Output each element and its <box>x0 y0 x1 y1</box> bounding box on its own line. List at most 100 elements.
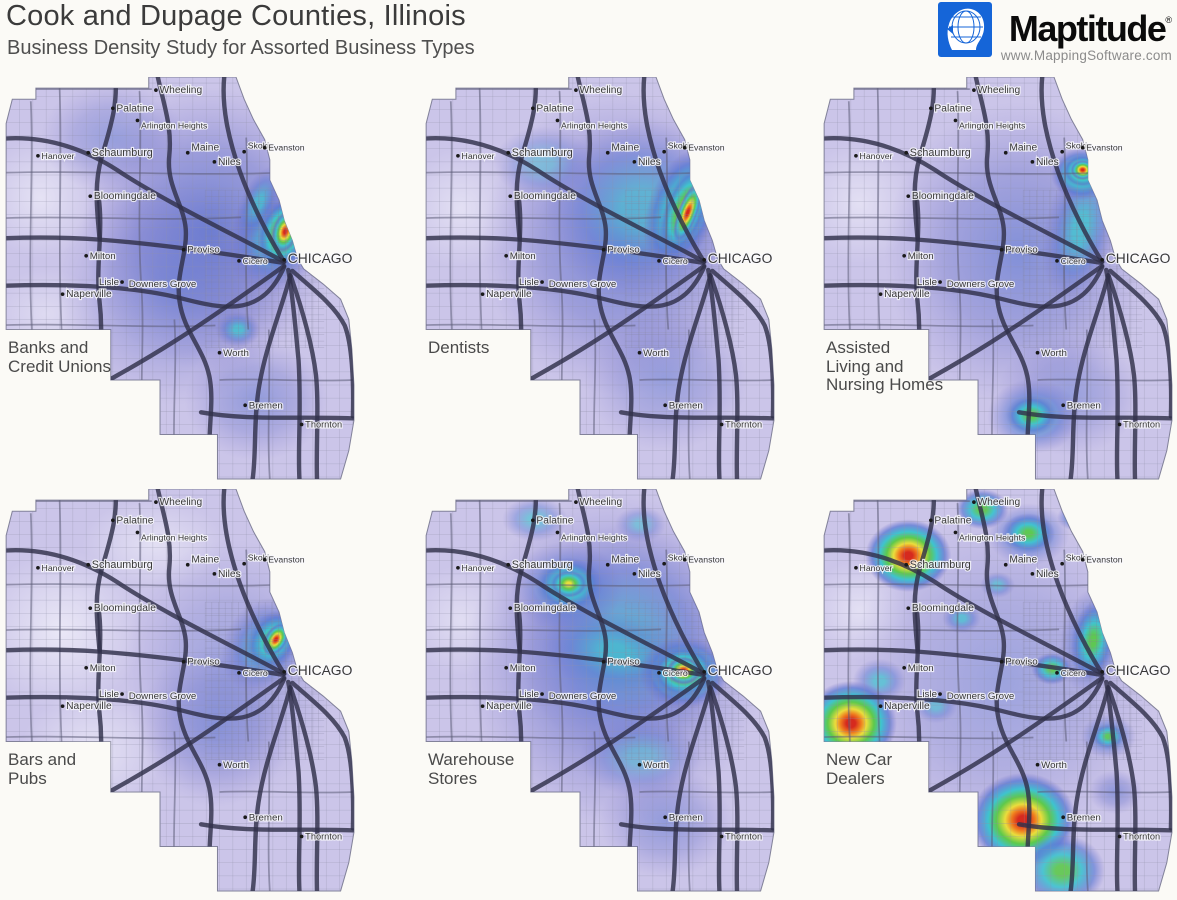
city-label: Naperville <box>66 701 112 712</box>
heatmap-banks-and-credit-unions: Wheeling Palatine Arlington Heights Hanover… <box>5 77 355 480</box>
city-label: Palatine <box>116 103 153 114</box>
city-label: Proviso <box>187 657 219 668</box>
map-label-line: New Car <box>826 750 893 769</box>
city-label: Bremen <box>249 400 283 411</box>
city-label: Cicero <box>243 256 268 266</box>
city-label: Palatine <box>934 103 971 114</box>
city-label: Worth <box>1041 348 1067 359</box>
city-label: Skokie <box>1066 553 1092 563</box>
city-label: Wheeling <box>580 85 623 96</box>
city-label: Schaumburg <box>92 559 153 571</box>
city-label: Naperville <box>66 289 112 300</box>
city-label: Niles <box>218 569 241 580</box>
city-label: CHICAGO <box>1106 251 1171 266</box>
city-label: Schaumburg <box>512 559 573 571</box>
city-label: Niles <box>638 157 661 168</box>
map-label-line: Credit Unions <box>8 356 111 376</box>
city-label: Downers Grove <box>549 691 617 702</box>
city-label: Skokie <box>248 553 274 563</box>
city-label: Skokie <box>248 141 274 151</box>
city-label: Skokie <box>668 553 694 563</box>
city-label: Maine <box>1009 555 1037 566</box>
city-label: Lisle <box>917 689 937 700</box>
city-label: Proviso <box>187 245 219 256</box>
city-label: Bremen <box>669 400 703 411</box>
city-label: Hanover <box>860 563 893 573</box>
city-label: Arlington Heights <box>959 533 1026 543</box>
city-label: Proviso <box>1005 657 1037 668</box>
city-label: Evanston <box>688 555 725 565</box>
heatmap-dentists: Wheeling Palatine Arlington Heights Hanover… <box>425 77 775 480</box>
city-label: Evanston <box>268 555 305 565</box>
city-label: Arlington Heights <box>959 121 1026 131</box>
city-label: Thornton <box>1123 832 1160 842</box>
map-panel-assisted-living-and-nursing-homes: Wheeling Palatine Arlington Heights Hanover… <box>818 77 1175 481</box>
city-label: Worth <box>643 760 669 771</box>
city-label: Hanover <box>42 151 75 161</box>
city-label: Cicero <box>663 256 688 266</box>
city-label: Downers Grove <box>129 279 197 290</box>
map-panel-bars-and-pubs: Wheeling Palatine Arlington Heights Hanover… <box>0 489 357 893</box>
city-label: Downers Grove <box>947 279 1015 290</box>
city-label: Schaumburg <box>910 147 971 159</box>
map-panel-banks-and-credit-unions: Wheeling Palatine Arlington Heights Hanover… <box>0 77 357 481</box>
city-label: Bloomingdale <box>94 191 156 202</box>
city-label: Cicero <box>663 668 688 678</box>
city-label: Milton <box>908 663 934 674</box>
heatmap-new-car-dealers: Wheeling Palatine Arlington Heights Hanover… <box>823 489 1173 892</box>
city-label: Wheeling <box>160 85 203 96</box>
city-label: Wheeling <box>160 497 203 508</box>
city-label: Proviso <box>607 245 639 256</box>
map-label-new-car-dealers: New Car Dealers <box>826 750 893 788</box>
city-label: Downers Grove <box>129 691 197 702</box>
city-label: Bloomingdale <box>912 191 974 202</box>
city-label: Maine <box>1009 143 1037 154</box>
city-label: Palatine <box>934 515 971 526</box>
city-label: Wheeling <box>978 85 1021 96</box>
map-panel-new-car-dealers: Wheeling Palatine Arlington Heights Hanover… <box>818 489 1175 893</box>
map-label-line: Living and <box>826 356 904 376</box>
city-label: Skokie <box>668 141 694 151</box>
city-label: Maine <box>611 143 639 154</box>
city-label: Hanover <box>42 563 75 573</box>
map-label-line: Nursing Homes <box>826 375 944 394</box>
city-label: CHICAGO <box>288 251 353 266</box>
city-label: Skokie <box>1066 141 1092 151</box>
city-label: Cicero <box>243 668 268 678</box>
heatmap-assisted-living-and-nursing-homes: Wheeling Palatine Arlington Heights Hanover… <box>823 77 1173 480</box>
page-title: Cook and Dupage Counties, Illinois <box>6 0 466 32</box>
city-label: Bloomingdale <box>912 603 974 614</box>
city-label: Milton <box>510 251 536 262</box>
city-label: Milton <box>908 251 934 262</box>
city-label: Hanover <box>860 151 893 161</box>
city-label: Palatine <box>116 515 153 526</box>
city-label: Maine <box>191 555 219 566</box>
city-label: Palatine <box>536 103 573 114</box>
map-panel-warehouse-stores: Wheeling Palatine Arlington Heights Hanover… <box>420 489 777 893</box>
brand-website: www.MappingSoftware.com <box>1000 48 1172 63</box>
map-label-line: Banks and <box>8 338 89 357</box>
map-label-warehouse-stores: Warehouse Stores <box>428 750 514 788</box>
city-label: Thornton <box>1123 420 1160 430</box>
city-label: Milton <box>90 663 116 674</box>
city-label: Lisle <box>99 277 119 288</box>
city-label: Palatine <box>536 515 573 526</box>
map-label-line: Stores <box>428 768 478 788</box>
map-label-line: Dealers <box>826 768 885 788</box>
city-label: Bremen <box>249 812 283 823</box>
city-label: Niles <box>1036 569 1059 580</box>
city-label: Downers Grove <box>549 279 617 290</box>
city-label: Worth <box>643 348 669 359</box>
city-label: Bloomingdale <box>514 191 576 202</box>
map-label-line: Bars and <box>8 750 77 769</box>
city-label: CHICAGO <box>708 251 773 266</box>
city-label: Evanston <box>1086 143 1123 153</box>
city-label: Bloomingdale <box>514 603 576 614</box>
city-label: Evanston <box>688 143 725 153</box>
map-label-line: Assisted <box>826 338 891 357</box>
city-label: Bloomingdale <box>94 603 156 614</box>
city-label: Cicero <box>1061 668 1086 678</box>
city-label: CHICAGO <box>1106 663 1171 678</box>
city-label: Niles <box>638 569 661 580</box>
city-label: Naperville <box>486 701 532 712</box>
